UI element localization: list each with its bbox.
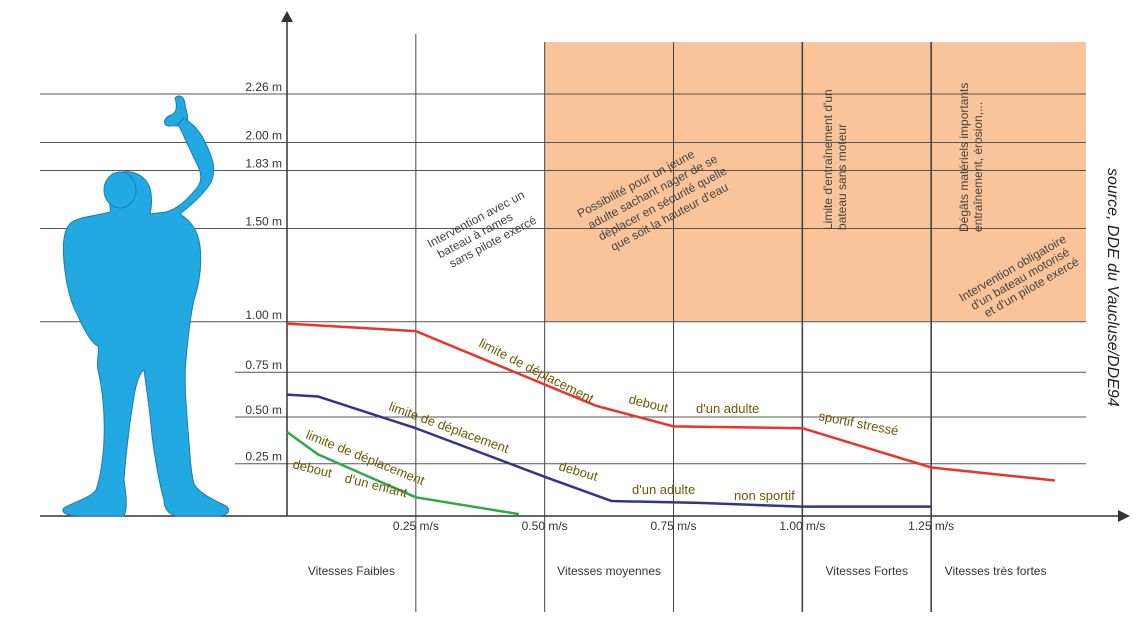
y-tick-label: 0.25 m [245,450,282,464]
zone-labels: Vitesses Faibles Vitesses moyennes Vitesse… [308,564,1047,578]
danger-zone-highlight [544,42,1086,322]
source-caption: source, DDE du Vaucluse/DDE94 [1104,168,1121,407]
zone-label: Vitesses Faibles [308,564,395,578]
red-curve-label-3: d'un adulte [696,401,759,416]
x-tick-label: 1.00 m/s [779,519,825,533]
x-tick-label: 0.50 m/s [522,519,568,533]
curve-labels: limite de déplacement debout d'un adulte… [291,335,899,503]
blue-curve-label-4: non sportif [734,488,795,503]
blue-curve-label-3: d'un adulte [632,482,695,497]
y-tick-label: 1.00 m [245,308,282,322]
y-tick-label: 2.00 m [245,129,282,143]
series-line-2 [286,430,520,516]
red-curve-label-4: sportif stressé [817,408,899,438]
x-axis-arrow [1118,510,1130,522]
annotation-boat-limit: Limite d'entraînement d'un bateau sans m… [821,89,849,230]
annotation-damage: Dégâts matériels importants entraînement… [957,83,985,232]
height-reference-lines [40,93,1086,465]
y-tick-label: 1.50 m [245,214,282,228]
y-tick-label: 2.26 m [245,80,282,94]
human-silhouette-icon [62,95,230,517]
blue-curve-label-1: limite de déplacement [387,399,511,456]
y-tick-label: 0.50 m [245,403,282,417]
y-axis-arrow [281,11,293,22]
zone-label: Vitesses moyennes [557,564,661,578]
series-layer [286,322,1055,516]
annotation-rowboat: Intervention avec un bateau à rames sans… [425,188,539,271]
zone-label: Vitesses très fortes [945,564,1047,578]
y-tick-labels: 2.26 m 2.00 m 1.83 m 1.50 m 1.00 m 0.75 m 0.50… [245,80,282,464]
y-tick-label: 0.75 m [245,358,282,372]
red-curve-label-1: limite de déplacement [477,335,597,406]
annotation-boat-limit-line-1: Limite d'entraînement d'un [821,89,835,230]
annotation-damage-line-1: Dégâts matériels importants [957,83,971,232]
x-tick-labels: 0.25 m/s 0.50 m/s 0.75 m/s 1.00 m/s 1.25 m/s [393,519,954,533]
blue-curve-label-2: debout [557,458,600,483]
zone-label: Vitesses Fortes [826,564,908,578]
x-tick-label: 1.25 m/s [908,519,954,533]
x-tick-label: 0.25 m/s [393,519,439,533]
red-curve-label-2: debout [627,391,670,415]
annotation-damage-line-2: entraînement, érosion,... [971,102,985,232]
y-tick-label: 1.83 m [245,157,282,171]
green-curve-label-2: debout [291,456,334,480]
series-line-0 [286,322,1055,482]
series-line-1 [286,393,932,508]
x-tick-label: 0.75 m/s [650,519,696,533]
annotation-boat-limit-line-2: bateau sans moteur [835,124,849,230]
